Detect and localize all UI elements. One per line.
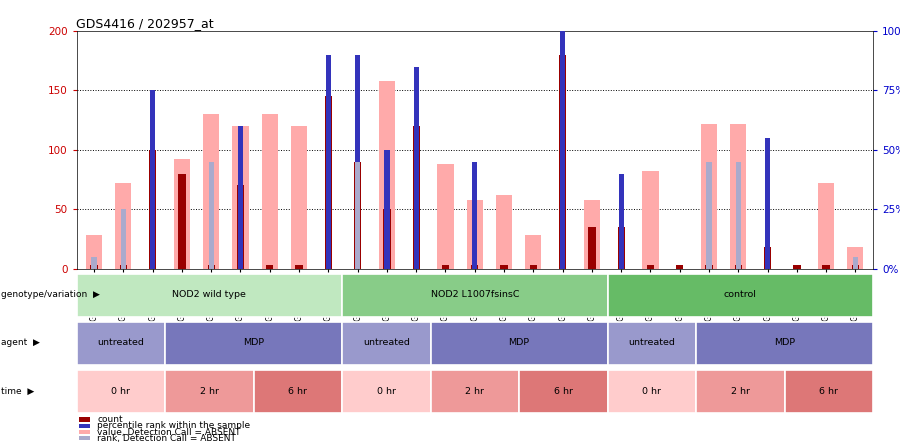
- Bar: [730, 124, 746, 269]
- Text: percentile rank within the sample: percentile rank within the sample: [97, 421, 250, 430]
- Text: 2 hr: 2 hr: [200, 387, 219, 396]
- Text: 0 hr: 0 hr: [112, 387, 130, 396]
- Text: 2 hr: 2 hr: [731, 387, 750, 396]
- Bar: [86, 235, 102, 269]
- Bar: [559, 55, 566, 269]
- Bar: [851, 265, 860, 269]
- Bar: [384, 150, 390, 269]
- Bar: [90, 265, 98, 269]
- Bar: [413, 67, 418, 269]
- Bar: [92, 257, 96, 269]
- Bar: [647, 265, 654, 269]
- Bar: [355, 162, 360, 269]
- Bar: [262, 114, 278, 269]
- Bar: [764, 247, 771, 269]
- Bar: [208, 265, 215, 269]
- Bar: [238, 126, 243, 269]
- Text: 0 hr: 0 hr: [643, 387, 662, 396]
- Bar: [295, 265, 302, 269]
- Bar: [617, 227, 625, 269]
- Bar: [643, 171, 659, 269]
- Bar: [818, 183, 834, 269]
- Bar: [437, 164, 454, 269]
- Bar: [853, 257, 858, 269]
- Bar: [326, 55, 331, 269]
- Bar: [150, 91, 156, 269]
- Text: MDP: MDP: [508, 338, 529, 348]
- Bar: [174, 159, 190, 269]
- Bar: [149, 150, 157, 269]
- Bar: [291, 126, 307, 269]
- Bar: [735, 162, 741, 269]
- Text: 6 hr: 6 hr: [288, 387, 307, 396]
- Bar: [203, 114, 220, 269]
- Bar: [412, 126, 419, 269]
- Text: MDP: MDP: [774, 338, 795, 348]
- Text: 6 hr: 6 hr: [554, 387, 572, 396]
- Bar: [793, 265, 800, 269]
- Bar: [701, 124, 717, 269]
- Bar: [120, 265, 127, 269]
- Bar: [209, 162, 214, 269]
- Bar: [526, 235, 542, 269]
- Bar: [618, 174, 624, 269]
- Bar: [325, 96, 332, 269]
- Bar: [734, 265, 742, 269]
- Bar: [383, 209, 391, 269]
- Text: GDS4416 / 202957_at: GDS4416 / 202957_at: [76, 17, 214, 30]
- Text: 0 hr: 0 hr: [377, 387, 396, 396]
- Text: control: control: [724, 290, 757, 299]
- Bar: [237, 186, 244, 269]
- Bar: [178, 174, 185, 269]
- Text: 6 hr: 6 hr: [819, 387, 838, 396]
- Text: value, Detection Call = ABSENT: value, Detection Call = ABSENT: [97, 428, 240, 436]
- Bar: [530, 265, 537, 269]
- Bar: [706, 265, 713, 269]
- Text: untreated: untreated: [363, 338, 410, 348]
- Text: untreated: untreated: [97, 338, 144, 348]
- Text: 2 hr: 2 hr: [465, 387, 484, 396]
- Bar: [232, 126, 248, 269]
- Bar: [467, 200, 482, 269]
- Text: agent  ▶: agent ▶: [1, 338, 40, 348]
- Bar: [848, 247, 863, 269]
- Text: count: count: [97, 415, 122, 424]
- Bar: [266, 265, 274, 269]
- Bar: [560, 31, 565, 269]
- Text: time  ▶: time ▶: [1, 387, 34, 396]
- Bar: [584, 200, 600, 269]
- Bar: [706, 162, 712, 269]
- Bar: [676, 265, 683, 269]
- Text: NOD2 wild type: NOD2 wild type: [172, 290, 247, 299]
- Bar: [442, 265, 449, 269]
- Bar: [379, 81, 395, 269]
- Bar: [500, 265, 508, 269]
- Bar: [472, 162, 477, 269]
- Text: NOD2 L1007fsinsC: NOD2 L1007fsinsC: [430, 290, 519, 299]
- Text: MDP: MDP: [243, 338, 264, 348]
- Text: genotype/variation  ▶: genotype/variation ▶: [1, 290, 100, 299]
- Bar: [471, 265, 479, 269]
- Text: rank, Detection Call = ABSENT: rank, Detection Call = ABSENT: [97, 434, 236, 443]
- Bar: [121, 209, 126, 269]
- Bar: [115, 183, 131, 269]
- Bar: [823, 265, 830, 269]
- Bar: [354, 162, 361, 269]
- Bar: [765, 138, 770, 269]
- Bar: [496, 195, 512, 269]
- Bar: [589, 227, 596, 269]
- Text: untreated: untreated: [628, 338, 675, 348]
- Bar: [355, 55, 360, 269]
